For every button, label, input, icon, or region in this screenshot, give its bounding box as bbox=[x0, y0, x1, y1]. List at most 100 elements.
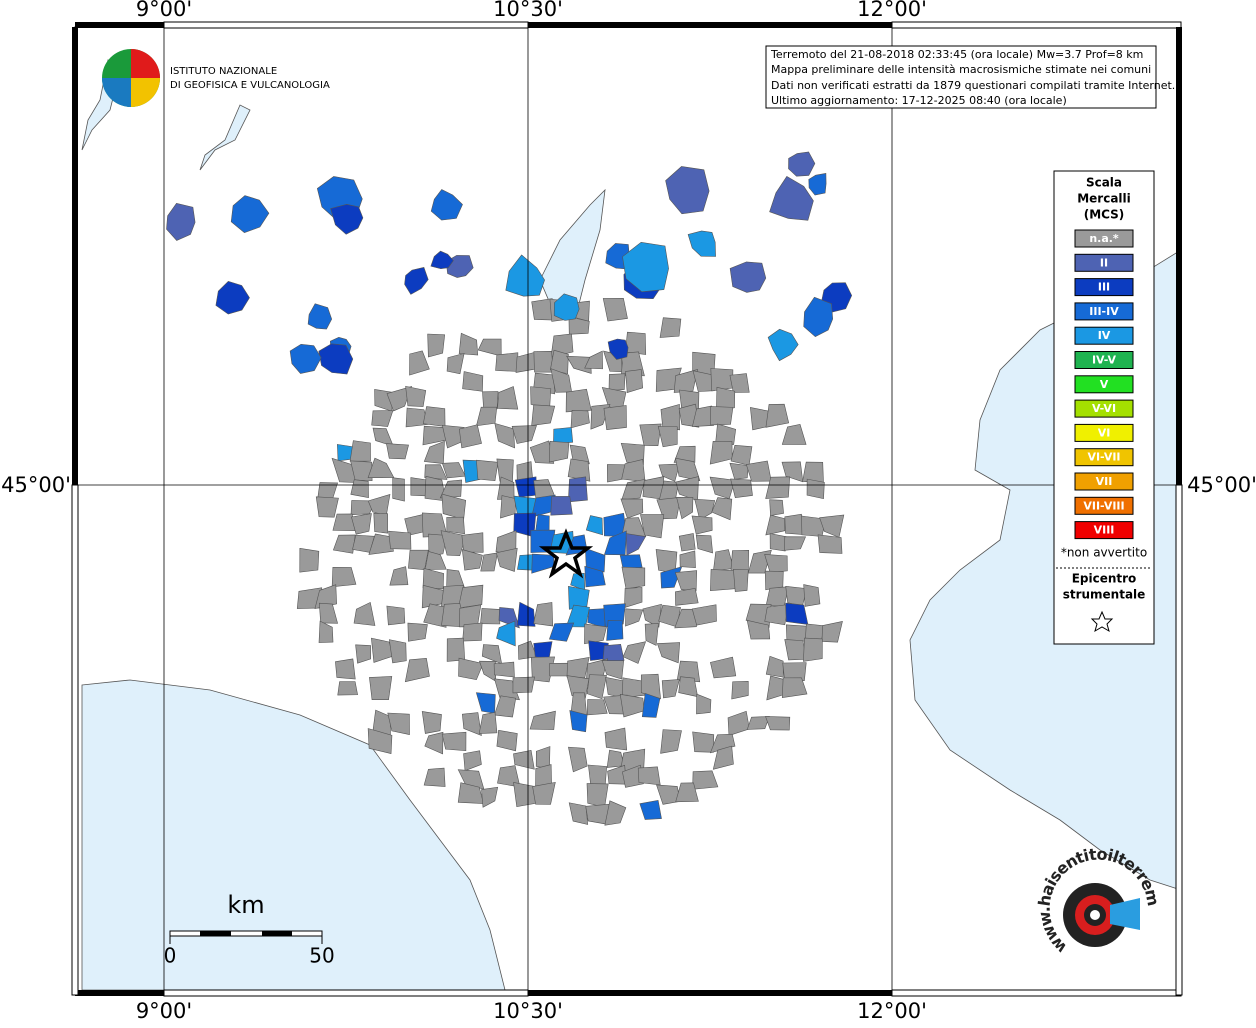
municipality bbox=[769, 499, 784, 516]
municipality bbox=[602, 298, 628, 322]
legend-swatch bbox=[1074, 521, 1134, 540]
lon-label: 10°30' bbox=[493, 999, 563, 1023]
graticule bbox=[75, 27, 1181, 995]
municipality bbox=[716, 386, 736, 411]
municipality bbox=[658, 463, 681, 482]
municipality bbox=[386, 443, 409, 460]
lat-label: 45°00' bbox=[1, 473, 71, 497]
municipality bbox=[404, 267, 429, 295]
municipality bbox=[332, 534, 356, 554]
municipality bbox=[657, 426, 678, 448]
municipality bbox=[803, 296, 834, 338]
municipality bbox=[802, 461, 824, 483]
municipality bbox=[458, 424, 482, 449]
municipality bbox=[803, 584, 821, 607]
municipality bbox=[803, 637, 823, 662]
municipality bbox=[307, 303, 333, 330]
municipality bbox=[691, 604, 717, 626]
municipality bbox=[639, 799, 662, 820]
municipality bbox=[622, 641, 647, 664]
municipality bbox=[642, 603, 662, 628]
municipality bbox=[386, 386, 413, 412]
municipality bbox=[764, 570, 784, 591]
municipality bbox=[482, 391, 499, 411]
municipality bbox=[660, 566, 683, 589]
municipality bbox=[569, 444, 590, 465]
municipality bbox=[315, 496, 339, 518]
municipality bbox=[497, 386, 519, 410]
municipality bbox=[781, 677, 808, 699]
municipality bbox=[548, 441, 570, 463]
municipality bbox=[691, 515, 713, 535]
municipality bbox=[625, 608, 644, 627]
logo-text: DI GEOFISICA E VULCANOLOGIA bbox=[170, 80, 330, 91]
municipality bbox=[765, 476, 791, 499]
municipality bbox=[765, 716, 791, 731]
municipality bbox=[656, 642, 681, 664]
legend-label: II bbox=[1100, 256, 1108, 269]
lon-label: 10°30' bbox=[493, 0, 563, 21]
municipality bbox=[428, 533, 448, 556]
municipality bbox=[318, 602, 339, 624]
municipality bbox=[692, 731, 715, 753]
municipality bbox=[350, 479, 369, 499]
municipality bbox=[373, 513, 388, 534]
municipality bbox=[330, 203, 364, 235]
municipality bbox=[369, 676, 393, 701]
legend-title: (MCS) bbox=[1084, 208, 1125, 222]
municipality bbox=[675, 588, 699, 606]
municipality bbox=[550, 496, 573, 516]
municipality bbox=[585, 547, 606, 573]
scale-unit: km bbox=[227, 891, 264, 919]
municipality bbox=[639, 423, 662, 447]
municipality bbox=[531, 494, 556, 518]
municipality bbox=[514, 476, 537, 498]
municipality bbox=[353, 601, 376, 626]
municipality bbox=[584, 565, 606, 588]
municipality bbox=[314, 584, 337, 610]
municipality bbox=[392, 477, 405, 502]
municipality bbox=[712, 745, 734, 770]
municipality bbox=[422, 568, 444, 590]
municipality bbox=[731, 681, 749, 700]
municipality bbox=[644, 623, 659, 646]
municipality bbox=[566, 355, 592, 374]
municipality bbox=[641, 692, 661, 718]
municipality bbox=[586, 699, 608, 716]
municipality bbox=[462, 371, 484, 392]
legend-swatch bbox=[1074, 472, 1134, 491]
municipality bbox=[619, 554, 643, 571]
municipality bbox=[746, 716, 770, 730]
municipality bbox=[711, 497, 733, 521]
municipality bbox=[570, 409, 590, 429]
municipality bbox=[607, 338, 629, 360]
municipality bbox=[640, 514, 665, 539]
municipality bbox=[215, 281, 250, 315]
municipality bbox=[568, 585, 590, 610]
municipality bbox=[696, 693, 712, 715]
lon-label: 9°00' bbox=[136, 0, 192, 21]
municipality bbox=[817, 534, 843, 554]
municipality bbox=[661, 679, 680, 699]
municipality bbox=[355, 644, 372, 664]
legend-swatch bbox=[1074, 399, 1134, 418]
municipality bbox=[458, 332, 479, 356]
municipality bbox=[495, 547, 518, 572]
municipality bbox=[529, 440, 555, 464]
frame-border bbox=[71, 21, 1183, 997]
municipality bbox=[230, 195, 270, 233]
municipality bbox=[710, 368, 734, 392]
municipality bbox=[606, 620, 624, 641]
municipality bbox=[678, 533, 696, 552]
municipality bbox=[430, 189, 463, 221]
legend-label: III-IV bbox=[1089, 305, 1119, 318]
lon-label: 9°00' bbox=[136, 999, 192, 1023]
municipality bbox=[481, 786, 499, 808]
municipality bbox=[511, 425, 537, 444]
municipality bbox=[569, 710, 588, 733]
municipality bbox=[765, 655, 784, 678]
municipality bbox=[788, 151, 816, 177]
legend-title: Mercalli bbox=[1077, 192, 1131, 206]
legend-label: VIII bbox=[1094, 524, 1115, 537]
municipality bbox=[695, 534, 713, 554]
